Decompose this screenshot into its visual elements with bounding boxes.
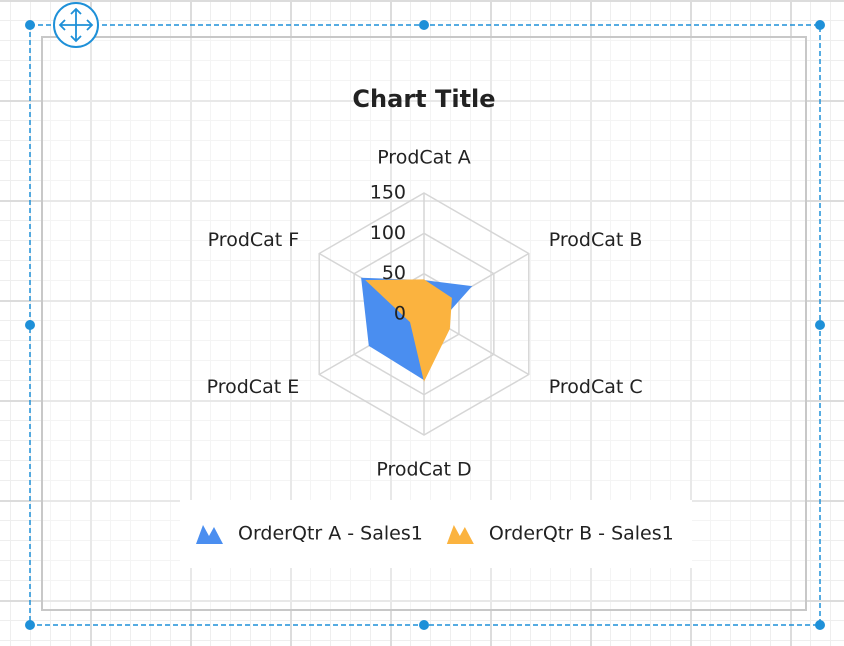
radar-area: [365, 279, 452, 382]
category-label: ProdCat D: [376, 459, 471, 481]
category-label: ProdCat C: [549, 376, 643, 398]
r-tick-label: 100: [370, 222, 406, 244]
category-label: ProdCat E: [207, 376, 300, 398]
chart-title: Chart Title: [352, 85, 495, 113]
legend-marker: [446, 525, 474, 544]
legend: [180, 500, 692, 568]
category-label: ProdCat B: [549, 229, 643, 251]
legend-marker: [196, 525, 223, 544]
resize-handles[interactable]: [25, 20, 825, 630]
category-label: ProdCat F: [208, 229, 300, 251]
category-label: ProdCat A: [377, 147, 471, 169]
move-handle[interactable]: [53, 2, 99, 48]
legend-label: OrderQtr A - Sales1: [238, 523, 423, 545]
legend-label: OrderQtr B - Sales1: [489, 523, 674, 545]
r-tick-label: 50: [382, 262, 406, 284]
r-tick-label: 0: [394, 303, 406, 325]
r-tick-label: 150: [370, 182, 406, 204]
